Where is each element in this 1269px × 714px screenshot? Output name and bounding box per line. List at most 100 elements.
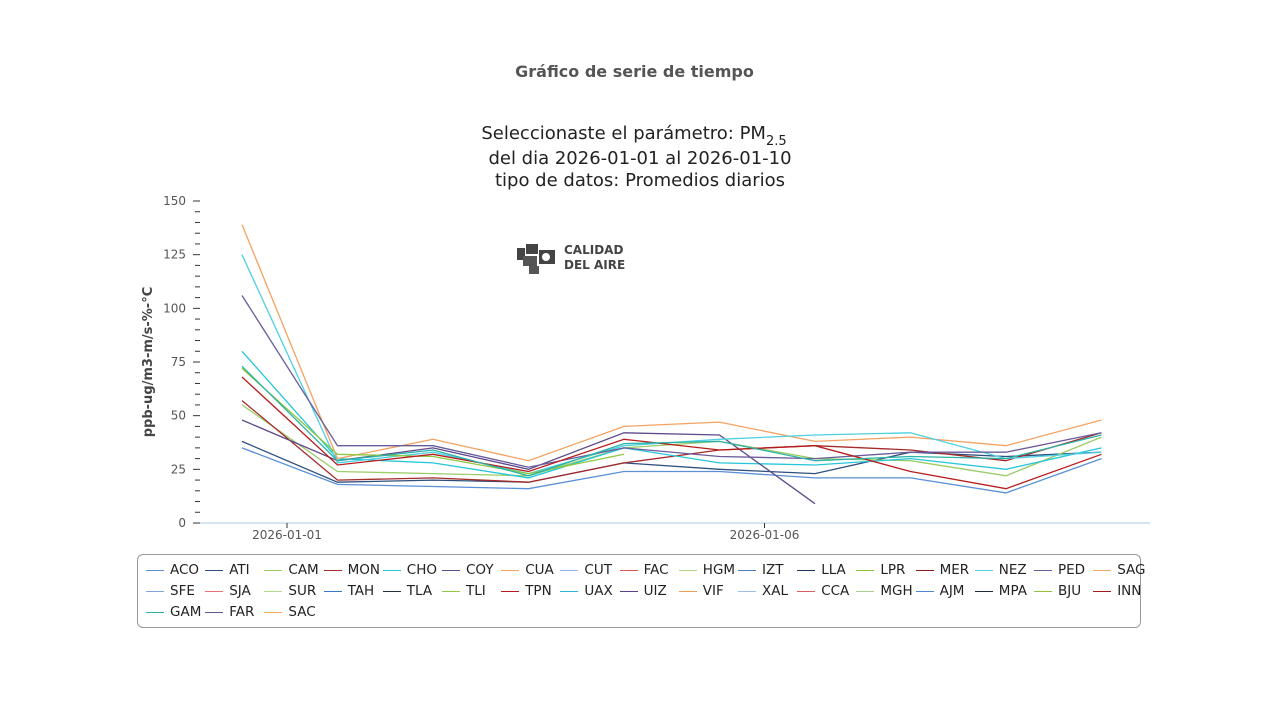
legend-label: SFE	[170, 583, 195, 599]
legend-label: TPN	[525, 583, 552, 599]
legend-label: IZT	[762, 562, 784, 578]
legend-label: CCA	[821, 583, 850, 599]
legend-swatch	[915, 570, 934, 571]
logo-mark-block-5	[529, 266, 539, 274]
legend-swatch	[382, 591, 401, 592]
legend-label: MPA	[998, 583, 1027, 599]
y-tick-label: 75	[171, 355, 186, 369]
legend-label: MGH	[880, 583, 913, 599]
legend-label: XAL	[762, 583, 789, 599]
legend-swatch	[146, 570, 164, 571]
legend: ACO ATI CAM MON CHO COY CUA CUT FAC HGM IZT LLA LPR M…	[137, 554, 1145, 628]
series-line-cho	[241, 350, 1102, 479]
series-line-tli	[241, 367, 625, 475]
legend-swatch	[1034, 570, 1052, 571]
series-line-ped	[241, 295, 1102, 468]
legend-label: VIF	[702, 583, 724, 599]
axes: 0 25 50 75 100 125 150 2026-01-01 2026-01-06	[163, 194, 1150, 542]
logo: CALIDAD DEL AIRE	[517, 243, 625, 274]
logo-line-1: CALIDAD	[564, 243, 623, 257]
legend-swatch	[974, 570, 993, 571]
legend-label: UIZ	[643, 583, 667, 599]
legend-label: SAG	[1117, 562, 1146, 578]
logo-mark-dot	[542, 253, 550, 261]
chart-title-line-2: del dia 2026-01-01 al 2026-01-10	[488, 148, 791, 169]
legend-label: TLA	[406, 583, 433, 599]
legend-label: CAM	[288, 562, 319, 578]
legend-label: CHO	[406, 562, 438, 578]
legend-label: AJM	[939, 583, 965, 599]
legend-label: CUA	[525, 562, 554, 578]
legend-swatch	[915, 591, 934, 592]
legend-label: MER	[939, 562, 970, 578]
legend-swatch	[797, 591, 816, 592]
y-axis-label: ppb-ug/m3-m/s-%-°C	[141, 287, 156, 438]
y-tick-label: 125	[163, 248, 186, 262]
legend-swatch	[264, 612, 283, 613]
legend-swatch	[1093, 570, 1112, 571]
legend-swatch	[619, 591, 638, 592]
y-tick-label: 25	[171, 462, 186, 476]
series-line-ati	[241, 440, 1102, 483]
legend-label: LLA	[821, 562, 846, 578]
legend-label: UAX	[584, 583, 613, 599]
legend-swatch	[501, 591, 520, 592]
legend-label: FAC	[643, 562, 669, 578]
legend-label: HGM	[702, 562, 736, 578]
legend-swatch	[205, 570, 224, 571]
legend-swatch	[146, 591, 164, 592]
legend-label: SAC	[288, 604, 316, 620]
x-tick-label: 2026-01-06	[730, 528, 800, 542]
legend-label: ACO	[170, 562, 200, 578]
legend-swatch	[678, 591, 697, 592]
legend-label: TAH	[347, 583, 375, 599]
legend-label: COY	[466, 562, 494, 578]
series-line-cua	[241, 224, 1102, 462]
legend-swatch	[856, 591, 875, 592]
series-line-tpn	[241, 376, 1102, 490]
legend-label: FAR	[229, 604, 255, 620]
page-title: Gráfico de serie de tiempo	[515, 62, 754, 81]
legend-label: MON	[347, 562, 380, 578]
legend-swatch	[1093, 591, 1112, 592]
legend-swatch	[442, 591, 460, 592]
legend-swatch	[797, 570, 816, 571]
series-line-gam	[241, 365, 1102, 477]
legend-swatch	[146, 612, 164, 613]
series-line-mon	[241, 400, 1102, 483]
chart-title: Seleccionaste el parámetro: PM2.5 del di…	[481, 123, 791, 191]
legend-label: SUR	[288, 583, 317, 599]
logo-mark-block-2	[526, 244, 538, 254]
legend-swatch	[856, 570, 875, 571]
legend-swatch	[205, 591, 224, 592]
legend-label: GAM	[170, 604, 202, 620]
legend-swatch	[264, 591, 283, 592]
legend-swatch	[323, 591, 342, 592]
legend-swatch	[619, 570, 638, 571]
y-tick-label: 150	[163, 194, 186, 208]
series-line-nez	[241, 254, 1102, 475]
y-tick-label: 50	[171, 409, 186, 423]
legend-swatch	[264, 570, 283, 571]
legend-swatch	[1034, 591, 1052, 592]
logo-mark-block-1	[517, 248, 525, 260]
legend-swatch	[560, 591, 579, 592]
legend-label: PED	[1058, 562, 1086, 578]
legend-swatch	[738, 591, 756, 592]
legend-label: ATI	[229, 562, 250, 578]
chart-title-line-3: tipo de datos: Promedios diarios	[495, 170, 785, 191]
legend-swatch	[323, 570, 342, 571]
series-lines	[241, 224, 1102, 505]
logo-line-2: DEL AIRE	[564, 258, 625, 272]
legend-swatch	[974, 591, 993, 592]
series-line-coy	[241, 419, 816, 505]
legend-label: LPR	[880, 562, 906, 578]
series-line-aco	[241, 447, 1102, 494]
legend-swatch	[442, 570, 460, 571]
legend-label: CUT	[584, 562, 612, 578]
legend-swatch	[205, 612, 224, 613]
legend-swatch	[382, 570, 401, 571]
x-tick-label: 2026-01-01	[252, 528, 322, 542]
legend-swatch	[560, 570, 579, 571]
